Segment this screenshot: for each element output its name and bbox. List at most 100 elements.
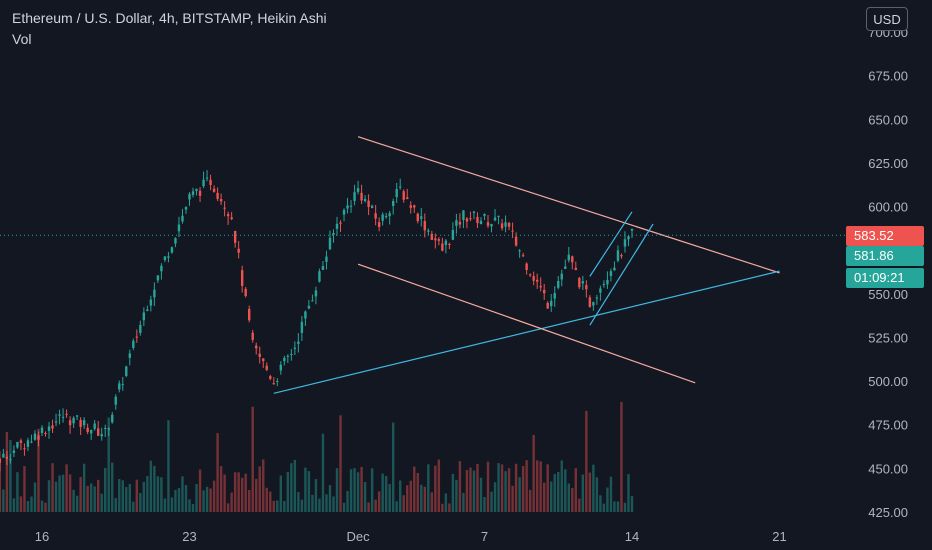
candle-body — [230, 217, 233, 220]
candle-body — [86, 427, 89, 432]
volume-bar — [248, 489, 251, 512]
volume-bar — [486, 461, 490, 512]
volume-bar — [240, 477, 244, 512]
volume-bar — [427, 464, 430, 512]
trendline-channel-lower[interactable] — [357, 263, 696, 384]
volume-bar — [602, 503, 606, 512]
volume-bar — [406, 485, 409, 512]
candle-body — [135, 336, 139, 338]
trendline-resistance[interactable] — [357, 136, 780, 274]
volume-bar — [441, 503, 444, 512]
volume-bar — [104, 467, 107, 512]
volume-bar — [121, 480, 124, 512]
volume-bar — [297, 492, 300, 512]
candle-body — [269, 376, 272, 379]
volume-bar — [16, 472, 19, 512]
volume-bar — [19, 496, 23, 512]
volume-bar — [455, 479, 458, 512]
volume-bar — [521, 466, 525, 512]
volume-bar — [585, 410, 588, 512]
volume-bar — [472, 470, 476, 512]
volume-bar — [251, 406, 254, 512]
currency-button[interactable]: USD — [866, 7, 908, 31]
secondary-price-badge: 581.86 — [846, 246, 924, 266]
volume-bar — [177, 487, 181, 512]
candle-body — [51, 425, 54, 429]
volume-bar — [202, 490, 205, 512]
candle-body — [613, 267, 616, 271]
volume-bar — [146, 476, 149, 512]
candle-body — [219, 199, 223, 202]
candle-body — [290, 354, 293, 356]
volume-bar — [149, 460, 153, 512]
volume-bar — [212, 480, 216, 512]
candle-body — [469, 218, 472, 220]
volume-bar — [399, 480, 402, 512]
volume-bar — [525, 460, 528, 512]
price-axis[interactable]: 700.00675.00650.00625.00600.00575.00550.… — [868, 25, 908, 520]
candle-body — [574, 267, 578, 271]
volume-bar — [37, 428, 40, 512]
candle-body — [0, 458, 2, 463]
volume-bar — [79, 477, 82, 512]
volume-bar — [409, 480, 412, 512]
candle-body — [276, 380, 279, 382]
candle-body — [233, 230, 237, 243]
candle-body — [209, 179, 212, 185]
bar-countdown-badge: 01:09:21 — [846, 268, 924, 288]
volume-bar — [462, 492, 465, 512]
candle-body — [571, 256, 574, 263]
candle-body — [163, 256, 167, 261]
symbol-title[interactable]: Ethereum / U.S. Dollar, 4h, BITSTAMP, He… — [12, 10, 327, 26]
volume-bar — [391, 422, 395, 512]
volume-bar — [479, 477, 483, 512]
candle-body — [262, 358, 265, 362]
candle-body — [149, 299, 153, 306]
candle-body — [26, 440, 30, 447]
trendline-rising-channel-lower[interactable] — [589, 223, 654, 326]
candle-body — [146, 309, 149, 312]
trendline-rising-channel-upper[interactable] — [589, 211, 633, 277]
volume-bars — [0, 401, 634, 512]
candle-body — [514, 236, 518, 246]
volume-indicator-label[interactable]: Vol — [12, 31, 32, 47]
candle-body — [107, 428, 110, 430]
trendline-support[interactable] — [273, 270, 780, 394]
volume-bar — [219, 466, 223, 512]
volume-bar — [363, 482, 367, 512]
time-axis[interactable]: 16 23 Dec 7 14 21 — [35, 529, 787, 544]
volume-bar — [255, 478, 258, 512]
price-tick-label: 650.00 — [868, 112, 908, 127]
time-tick-label: 7 — [481, 529, 488, 544]
candle-body — [363, 199, 367, 202]
volume-bar — [2, 489, 5, 512]
trendlines[interactable] — [273, 136, 780, 394]
volume-bar — [47, 480, 51, 512]
candle-body — [578, 277, 581, 288]
volume-bar — [507, 468, 511, 512]
price-tick-label: 625.00 — [868, 156, 908, 171]
volume-bar — [86, 485, 89, 512]
volume-bar — [279, 475, 283, 512]
candle-body — [188, 193, 191, 200]
candle-body — [226, 214, 230, 217]
candle-body — [507, 223, 511, 227]
volume-bar — [30, 496, 33, 512]
volume-bar — [226, 503, 230, 512]
volume-bar — [12, 498, 16, 512]
candle-body — [75, 415, 79, 417]
time-tick-label: 23 — [182, 529, 196, 544]
volume-bar — [118, 478, 121, 512]
volume-bar — [416, 472, 419, 512]
volume-bar — [518, 477, 521, 512]
volume-bar — [58, 475, 61, 512]
candle-body — [476, 216, 479, 224]
candle-body — [248, 308, 251, 321]
volume-bar — [420, 484, 423, 512]
candle-body — [33, 433, 37, 440]
candle-body — [406, 197, 409, 200]
candle-body — [434, 238, 437, 241]
candle-body — [342, 209, 346, 215]
volume-bar — [560, 460, 563, 512]
